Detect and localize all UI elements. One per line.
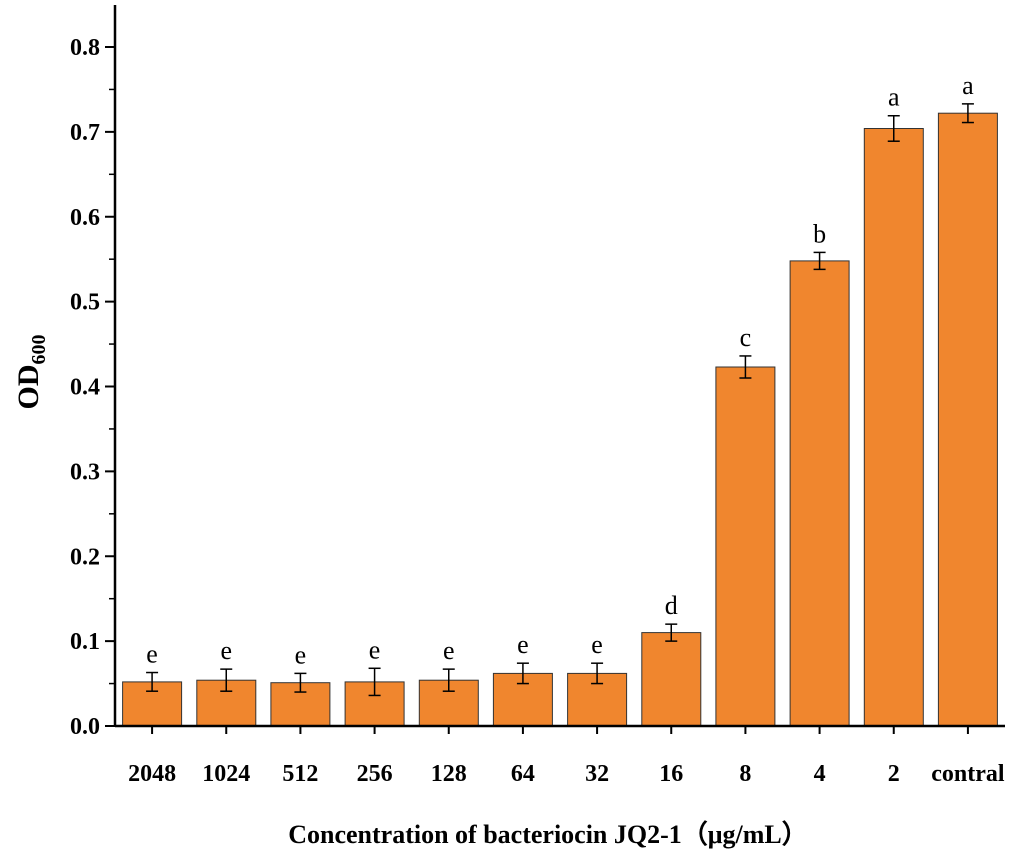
significance-letter-4: b bbox=[813, 219, 826, 248]
significance-letter-64: e bbox=[517, 630, 529, 659]
bar-4 bbox=[789, 260, 850, 727]
significance-letter-2: a bbox=[888, 83, 900, 112]
x-tick-label-1024: 1024 bbox=[202, 761, 250, 787]
y-tick-label-0.2: 0.2 bbox=[70, 544, 100, 570]
x-axis-title: Concentration of bacteriocin JQ2-1（μg/mL… bbox=[288, 820, 808, 849]
x-tick-label-2: 2 bbox=[888, 761, 900, 787]
y-axis-title-subscript: 600 bbox=[28, 335, 50, 365]
y-axis-title-main: OD bbox=[12, 365, 45, 410]
labels-layer: e 2048 e 1024 e 512 e 256 e 128 e 64 e 32 d 16 c 8 b 4 a 2 a co… bbox=[70, 35, 1005, 787]
bar-2 bbox=[863, 128, 924, 727]
significance-letter-512: e bbox=[295, 640, 307, 669]
y-tick-label-0.4: 0.4 bbox=[70, 375, 100, 401]
axes-layer bbox=[105, 5, 1005, 734]
y-tick-label-0.5: 0.5 bbox=[70, 290, 100, 316]
bar-contral bbox=[937, 112, 998, 727]
x-tick-label-128: 128 bbox=[431, 761, 467, 787]
y-axis-title: OD600 bbox=[12, 335, 50, 410]
significance-letter-32: e bbox=[591, 630, 603, 659]
x-tick-label-4: 4 bbox=[814, 761, 826, 787]
y-tick-label-0.1: 0.1 bbox=[70, 629, 100, 655]
x-tick-label-8: 8 bbox=[739, 761, 751, 787]
y-tick-label-0.6: 0.6 bbox=[70, 205, 100, 231]
significance-letter-2048: e bbox=[146, 640, 158, 669]
significance-letter-contral: a bbox=[962, 71, 974, 100]
bars-layer bbox=[122, 103, 998, 727]
x-tick-label-contral: contral bbox=[931, 761, 1005, 787]
x-tick-label-2048: 2048 bbox=[128, 761, 176, 787]
significance-letter-8: c bbox=[740, 323, 752, 352]
y-tick-label-0.7: 0.7 bbox=[70, 120, 100, 146]
significance-letter-128: e bbox=[443, 636, 455, 665]
x-tick-label-64: 64 bbox=[511, 761, 535, 787]
y-tick-label-0.3: 0.3 bbox=[70, 459, 100, 485]
significance-letter-16: d bbox=[665, 591, 678, 620]
y-tick-label-0.0: 0.0 bbox=[70, 714, 100, 740]
x-tick-label-16: 16 bbox=[659, 761, 683, 787]
significance-letter-256: e bbox=[369, 635, 381, 664]
x-tick-label-32: 32 bbox=[585, 761, 609, 787]
bar-16 bbox=[641, 632, 702, 727]
y-tick-label-0.8: 0.8 bbox=[70, 35, 100, 61]
x-tick-label-256: 256 bbox=[357, 761, 393, 787]
bar-8 bbox=[715, 366, 776, 727]
x-tick-label-512: 512 bbox=[282, 761, 318, 787]
significance-letter-1024: e bbox=[220, 636, 232, 665]
